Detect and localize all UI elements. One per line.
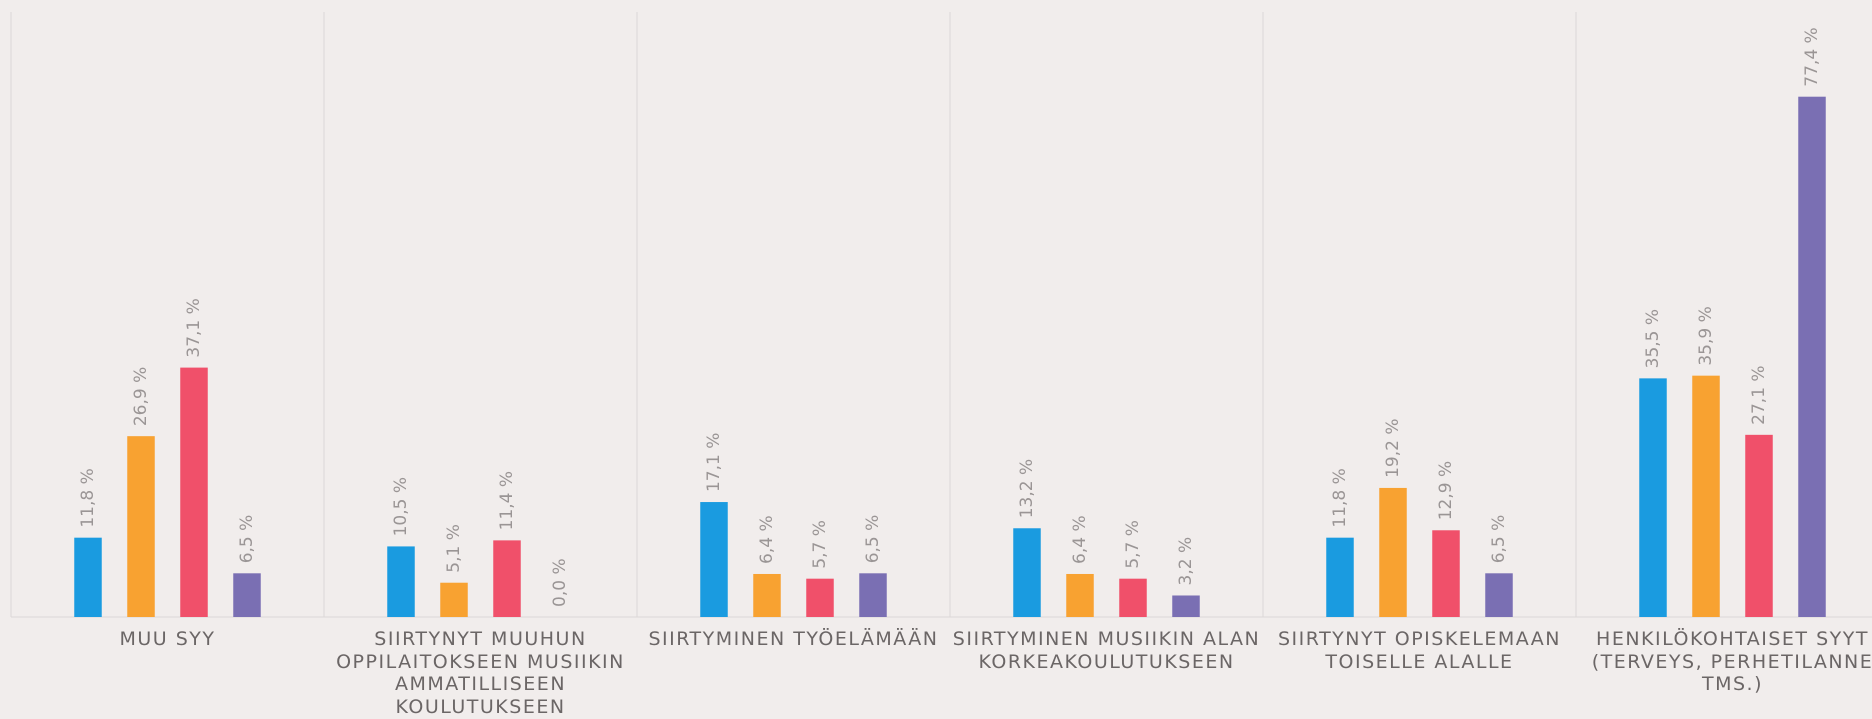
bar xyxy=(493,540,521,617)
value-label: 5,7 % xyxy=(1123,520,1143,569)
value-label: 37,1 % xyxy=(184,298,204,357)
bar xyxy=(180,367,208,617)
value-label: 6,4 % xyxy=(1070,515,1090,564)
value-label: 5,7 % xyxy=(810,520,830,569)
value-label: 13,2 % xyxy=(1017,459,1037,518)
value-label: 35,9 % xyxy=(1696,306,1716,365)
x-tick-label: SIIRTYNYT OPISKELEMAAN TOISELLE ALALLE xyxy=(1277,628,1562,673)
x-tick-label: MUU SYY xyxy=(119,628,216,650)
bar xyxy=(1326,537,1354,617)
x-tick-label: SIIRTYMINEN MUSIIKIN ALAN KORKEAKOULUTUK… xyxy=(952,628,1261,673)
bar xyxy=(1798,96,1826,617)
bar xyxy=(1119,578,1147,617)
x-tick-label: HENKILÖKOHTAISET SYYT (TERVEYS, PERHETIL… xyxy=(1591,628,1872,695)
bar xyxy=(1639,378,1667,617)
value-label: 6,4 % xyxy=(757,515,777,564)
x-tick-label: SIIRTYNYT MUUHUN OPPILAITOKSEEN MUSIIKIN… xyxy=(336,628,625,718)
value-label: 11,4 % xyxy=(497,471,517,530)
bar xyxy=(859,573,887,617)
bar xyxy=(440,582,468,617)
bar xyxy=(1379,487,1407,617)
bar xyxy=(700,502,728,617)
bar xyxy=(753,573,781,617)
bar xyxy=(1432,530,1460,617)
value-label: 5,1 % xyxy=(444,524,464,573)
value-label: 6,5 % xyxy=(1489,515,1509,564)
bar xyxy=(1013,528,1041,617)
value-label: 11,8 % xyxy=(78,468,98,527)
bar xyxy=(1066,573,1094,617)
value-label: 26,9 % xyxy=(131,367,151,426)
value-label: 6,5 % xyxy=(237,515,257,564)
value-label: 77,4 % xyxy=(1802,27,1822,86)
bar xyxy=(387,546,415,617)
bar xyxy=(1172,595,1200,617)
value-label: 6,5 % xyxy=(863,515,883,564)
bar xyxy=(1485,573,1513,617)
bar xyxy=(806,578,834,617)
value-label: 27,1 % xyxy=(1749,365,1769,424)
x-tick-label: SIIRTYMINEN TYÖELÄMÄÄN xyxy=(648,628,939,650)
value-label: 0,0 % xyxy=(550,558,570,607)
bar xyxy=(74,537,102,617)
bar xyxy=(1692,375,1720,617)
bar xyxy=(1745,434,1773,617)
value-label: 17,1 % xyxy=(704,433,724,492)
value-label: 10,5 % xyxy=(391,477,411,536)
value-label: 12,9 % xyxy=(1436,461,1456,520)
bar xyxy=(127,436,155,617)
value-label: 19,2 % xyxy=(1383,419,1403,478)
value-label: 11,8 % xyxy=(1330,468,1350,527)
value-label: 3,2 % xyxy=(1176,537,1196,586)
bar xyxy=(233,573,261,617)
value-label: 35,5 % xyxy=(1643,309,1663,368)
